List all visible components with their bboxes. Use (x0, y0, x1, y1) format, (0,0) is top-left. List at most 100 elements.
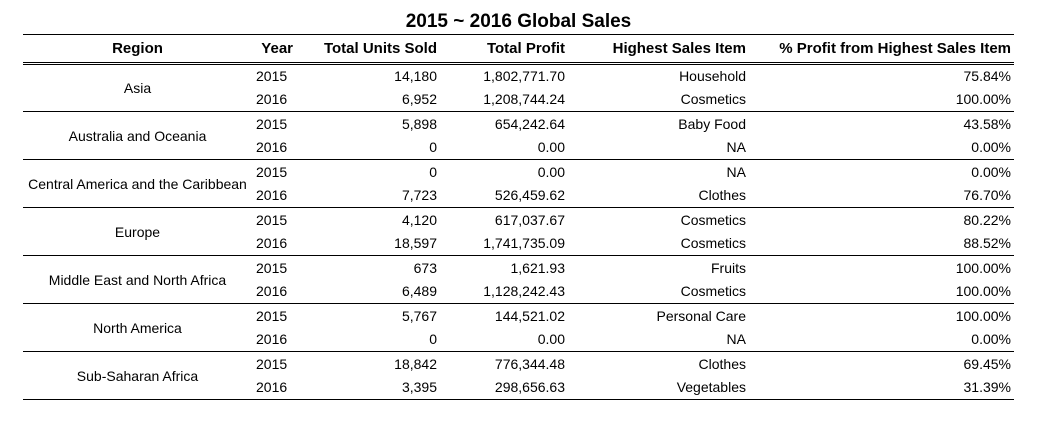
table-row: 2016 7,723 526,459.62 Clothes 76.70% (23, 183, 1014, 208)
year-cell: 2016 (252, 375, 296, 400)
pct-cell: 100.00% (955, 259, 1011, 276)
table-row: Middle East and North Africa 2015 673 1,621… (23, 255, 1014, 304)
table-title: 2015 ~ 2016 Global Sales (405, 11, 632, 32)
pct-cell: 0.00% (749, 135, 1014, 160)
table-row: Europe 2015 4,120 617,037.67 Cosmetics 80.22% (23, 207, 1014, 256)
pct-cell: 76.70% (749, 183, 1014, 208)
table-row: 2016 18,597 1,741,735.09 Cosmetics 88.52% (23, 231, 1014, 256)
year-cell: 2016 (252, 327, 296, 352)
units-cell: 5,898 (401, 115, 437, 132)
item-cell: Personal Care (656, 307, 747, 324)
item-cell: Cosmetics (568, 279, 749, 304)
profit-cell: 1,741,735.09 (440, 231, 568, 256)
table-row: 2016 0 0.00 NA 0.00% (23, 135, 1014, 160)
year-cell: 2015 (256, 355, 288, 372)
column-header-region: Region (23, 34, 252, 65)
region-cell: Europe (23, 207, 252, 256)
pct-cell: 100.00% (955, 307, 1011, 324)
pct-cell: 43.58% (963, 115, 1011, 132)
profit-cell: 1,208,744.24 (440, 87, 568, 112)
year-cell: 2016 (252, 231, 296, 256)
year-cell: 2016 (252, 87, 296, 112)
units-cell: 0 (296, 135, 440, 160)
units-cell: 18,842 (394, 355, 437, 372)
units-cell: 14,180 (394, 68, 437, 85)
item-cell: Household (679, 68, 746, 85)
units-cell: 6,952 (296, 87, 440, 112)
item-cell: Baby Food (678, 115, 746, 132)
table-row: 2016 6,952 1,208,744.24 Cosmetics 100.00% (23, 87, 1014, 112)
units-cell: 0 (429, 163, 437, 180)
table-row: 2016 0 0.00 NA 0.00% (23, 327, 1014, 352)
region-cell: Asia (23, 63, 252, 112)
pct-cell: 100.00% (749, 87, 1014, 112)
item-cell: Cosmetics (680, 211, 746, 228)
item-cell: Vegetables (568, 375, 749, 400)
profit-cell: 617,037.67 (494, 211, 565, 228)
profit-cell: 776,344.48 (494, 355, 565, 372)
units-cell: 0 (296, 327, 440, 352)
column-header-profit: Total Profit (440, 34, 568, 65)
year-cell: 2015 (256, 211, 288, 228)
table-row: Sub-Saharan Africa 2015 18,842 776,344.48 Cl… (23, 351, 1014, 400)
year-cell: 2015 (256, 163, 288, 180)
region-cell: Sub-Saharan Africa (23, 351, 252, 400)
column-header-year: Year (252, 34, 296, 65)
units-cell: 673 (413, 259, 437, 276)
item-cell: Cosmetics (568, 87, 749, 112)
column-header-item: Highest Sales Item (568, 34, 749, 65)
column-header-units: Total Units Sold (296, 34, 440, 65)
item-cell: NA (568, 327, 749, 352)
table-row: North America 2015 5,767 144,521.02 Personal… (23, 303, 1014, 352)
pct-cell: 80.22% (963, 211, 1011, 228)
profit-cell: 1,802,771.70 (483, 68, 565, 85)
units-cell: 7,723 (296, 183, 440, 208)
units-cell: 4,120 (401, 211, 437, 228)
year-cell: 2016 (252, 279, 296, 304)
year-cell: 2015 (256, 68, 288, 85)
units-cell: 3,395 (296, 375, 440, 400)
item-cell: NA (726, 163, 746, 180)
item-cell: Cosmetics (568, 231, 749, 256)
units-cell: 18,597 (296, 231, 440, 256)
profit-cell: 298,656.63 (440, 375, 568, 400)
header-row: Region Year Total Units Sold Total Profi… (23, 34, 1014, 65)
region-cell: Middle East and North Africa (23, 255, 252, 304)
pct-cell: 0.00% (749, 327, 1014, 352)
column-header-pct: % Profit from Highest Sales Item (749, 34, 1014, 65)
item-cell: Clothes (568, 183, 749, 208)
profit-cell: 654,242.64 (494, 115, 565, 132)
profit-cell: 0.00 (440, 327, 568, 352)
pct-cell: 100.00% (749, 279, 1014, 304)
region-cell: Central America and the Caribbean (23, 159, 252, 208)
pct-cell: 0.00% (971, 163, 1011, 180)
item-cell: NA (568, 135, 749, 160)
profit-cell: 0.00 (537, 163, 565, 180)
pct-cell: 31.39% (749, 375, 1014, 400)
item-cell: Fruits (711, 259, 746, 276)
units-cell: 6,489 (296, 279, 440, 304)
table-row: Central America and the Caribbean 2015 0 0.… (23, 159, 1014, 208)
year-cell: 2016 (252, 135, 296, 160)
profit-cell: 0.00 (440, 135, 568, 160)
profit-cell: 1,621.93 (510, 259, 566, 276)
table-row: Asia 2015 14,180 1,802,771.70 Household 75.84… (23, 63, 1014, 112)
pct-cell: 88.52% (749, 231, 1014, 256)
year-cell: 2016 (252, 183, 296, 208)
units-cell: 5,767 (401, 307, 437, 324)
region-cell: Australia and Oceania (23, 111, 252, 160)
year-cell: 2015 (256, 307, 288, 324)
profit-cell: 526,459.62 (440, 183, 568, 208)
year-cell: 2015 (256, 115, 288, 132)
pct-cell: 75.84% (963, 68, 1011, 85)
profit-cell: 1,128,242.43 (440, 279, 568, 304)
sales-table-figure: 2015 ~ 2016 Global Sales Region Year Tot… (23, 10, 1014, 400)
year-cell: 2015 (256, 259, 288, 276)
region-cell: North America (23, 303, 252, 352)
profit-cell: 144,521.02 (494, 307, 565, 324)
table-row: Australia and Oceania 2015 5,898 654,242.64… (23, 111, 1014, 160)
table-row: 2016 6,489 1,128,242.43 Cosmetics 100.00% (23, 279, 1014, 304)
table-body: Asia 2015 14,180 1,802,771.70 Household 75.84… (23, 63, 1014, 400)
pct-cell: 69.45% (963, 355, 1011, 372)
sales-table: Region Year Total Units Sold Total Profi… (23, 34, 1014, 400)
